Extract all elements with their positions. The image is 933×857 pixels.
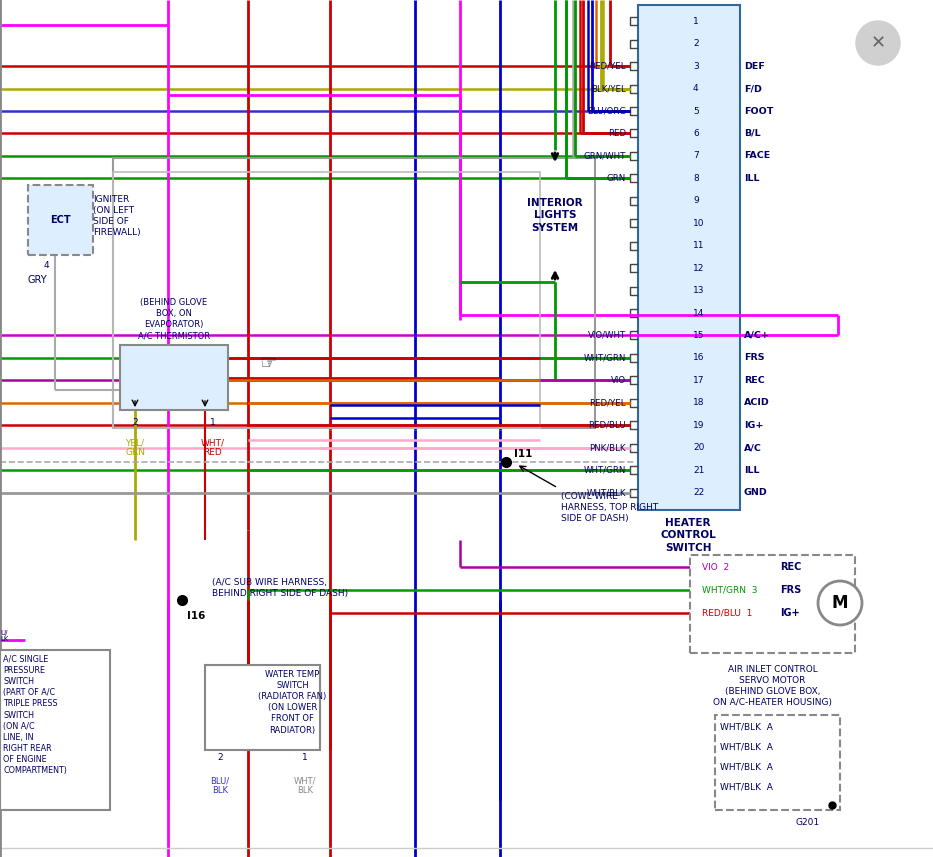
Text: G201: G201 bbox=[795, 818, 819, 827]
Text: ECT: ECT bbox=[50, 215, 71, 225]
Text: 4: 4 bbox=[43, 261, 49, 269]
Circle shape bbox=[856, 21, 900, 65]
Text: BLK/YEL: BLK/YEL bbox=[592, 84, 626, 93]
Text: BLU/ORG: BLU/ORG bbox=[587, 106, 626, 116]
Text: WHT/BLK  A: WHT/BLK A bbox=[720, 722, 773, 732]
Text: 12: 12 bbox=[693, 264, 704, 273]
Text: DEF: DEF bbox=[744, 62, 765, 70]
Text: 18: 18 bbox=[693, 399, 704, 407]
Text: 1: 1 bbox=[693, 17, 699, 26]
Text: RED/YEL: RED/YEL bbox=[590, 62, 626, 70]
Text: BLU/
BLK: BLU/ BLK bbox=[211, 776, 230, 795]
Text: WHT/BLK  A: WHT/BLK A bbox=[720, 742, 773, 752]
Text: INTERIOR
LIGHTS
SYSTEM: INTERIOR LIGHTS SYSTEM bbox=[527, 198, 583, 233]
Text: WHT/BLK  A: WHT/BLK A bbox=[720, 782, 773, 792]
Text: A/C+: A/C+ bbox=[744, 331, 770, 340]
Text: 3: 3 bbox=[693, 62, 699, 70]
Text: 14: 14 bbox=[693, 309, 704, 317]
Text: ✕: ✕ bbox=[870, 34, 885, 52]
Text: ACID: ACID bbox=[744, 399, 770, 407]
Text: IG+: IG+ bbox=[744, 421, 763, 429]
Text: 6: 6 bbox=[693, 129, 699, 138]
Text: RED/BLU: RED/BLU bbox=[588, 421, 626, 429]
Bar bbox=[113, 158, 595, 428]
Text: 11: 11 bbox=[693, 241, 704, 250]
Text: GND: GND bbox=[744, 488, 768, 497]
Text: 2: 2 bbox=[693, 39, 699, 48]
Text: REC: REC bbox=[780, 562, 801, 572]
Text: A/C SINGLE
PRESSURE
SWITCH
(PART OF A/C
TRIPLE PRESS
SWITCH
(ON A/C
LINE, IN
RIG: A/C SINGLE PRESSURE SWITCH (PART OF A/C … bbox=[3, 655, 67, 775]
Text: A/C: A/C bbox=[744, 443, 762, 452]
Text: B/L: B/L bbox=[744, 129, 760, 138]
Text: AIR INLET CONTROL
SERVO MOTOR
(BEHIND GLOVE BOX,
ON A/C-HEATER HOUSING): AIR INLET CONTROL SERVO MOTOR (BEHIND GL… bbox=[713, 665, 832, 707]
Text: U/
LK: U/ LK bbox=[0, 630, 8, 642]
Text: ILL: ILL bbox=[744, 174, 759, 183]
Text: I11: I11 bbox=[514, 449, 533, 459]
Text: FRS: FRS bbox=[780, 585, 801, 595]
Text: 22: 22 bbox=[693, 488, 704, 497]
Text: GRN: GRN bbox=[606, 174, 626, 183]
Text: 10: 10 bbox=[693, 219, 704, 228]
Text: 4: 4 bbox=[693, 84, 699, 93]
Text: WHT/BLK: WHT/BLK bbox=[587, 488, 626, 497]
Text: RED: RED bbox=[608, 129, 626, 138]
Text: 15: 15 bbox=[693, 331, 704, 340]
Text: (A/C SUB WIRE HARNESS,
BEHIND RIGHT SIDE OF DASH): (A/C SUB WIRE HARNESS, BEHIND RIGHT SIDE… bbox=[212, 578, 348, 598]
Text: F/D: F/D bbox=[744, 84, 762, 93]
Text: 7: 7 bbox=[693, 152, 699, 160]
Text: FOOT: FOOT bbox=[744, 106, 773, 116]
Text: FRS: FRS bbox=[744, 353, 764, 363]
Text: RED/YEL: RED/YEL bbox=[590, 399, 626, 407]
Text: YEL/
GRN: YEL/ GRN bbox=[125, 438, 145, 458]
Text: 1: 1 bbox=[302, 753, 308, 762]
Text: 5: 5 bbox=[693, 106, 699, 116]
Text: WHT/GRN: WHT/GRN bbox=[584, 353, 626, 363]
Text: IG+: IG+ bbox=[780, 608, 800, 618]
Text: VIO/WHT: VIO/WHT bbox=[588, 331, 626, 340]
Text: RED/BLU  1: RED/BLU 1 bbox=[702, 608, 752, 618]
Text: WHT/GRN  3: WHT/GRN 3 bbox=[702, 585, 758, 595]
Text: 2: 2 bbox=[132, 417, 138, 427]
Text: FACE: FACE bbox=[744, 152, 771, 160]
Text: IGNITER
(ON LEFT
SIDE OF
FIREWALL): IGNITER (ON LEFT SIDE OF FIREWALL) bbox=[93, 195, 141, 237]
Text: WHT/
RED: WHT/ RED bbox=[201, 438, 225, 458]
Text: I16: I16 bbox=[187, 611, 205, 621]
Text: PNK/BLK: PNK/BLK bbox=[590, 443, 626, 452]
FancyBboxPatch shape bbox=[28, 185, 93, 255]
Text: WATER TEMP
SWITCH
(RADIATOR FAN)
(ON LOWER
FRONT OF
RADIATOR): WATER TEMP SWITCH (RADIATOR FAN) (ON LOW… bbox=[258, 670, 327, 734]
Text: 8: 8 bbox=[693, 174, 699, 183]
FancyBboxPatch shape bbox=[638, 5, 740, 510]
Text: 1: 1 bbox=[210, 417, 216, 427]
Text: 21: 21 bbox=[693, 465, 704, 475]
Text: 9: 9 bbox=[693, 196, 699, 206]
FancyBboxPatch shape bbox=[715, 715, 840, 810]
Text: M: M bbox=[831, 594, 848, 612]
Text: ☞: ☞ bbox=[259, 353, 277, 373]
Text: 20: 20 bbox=[693, 443, 704, 452]
Text: HEATER
CONTROL
SWITCH: HEATER CONTROL SWITCH bbox=[661, 518, 716, 553]
Text: WHT/GRN: WHT/GRN bbox=[584, 465, 626, 475]
Text: (BEHIND GLOVE
BOX, ON
EVAPORATOR)
A/C THERMISTOR: (BEHIND GLOVE BOX, ON EVAPORATOR) A/C TH… bbox=[138, 297, 210, 340]
Bar bbox=[113, 172, 540, 428]
Text: VIO  2: VIO 2 bbox=[702, 562, 729, 572]
Text: REC: REC bbox=[744, 376, 765, 385]
Text: (COWL WIRE
HARNESS, TOP RIGHT
SIDE OF DASH): (COWL WIRE HARNESS, TOP RIGHT SIDE OF DA… bbox=[561, 492, 659, 524]
Text: 16: 16 bbox=[693, 353, 704, 363]
FancyBboxPatch shape bbox=[205, 665, 320, 750]
Text: 17: 17 bbox=[693, 376, 704, 385]
Circle shape bbox=[818, 581, 862, 625]
Text: 19: 19 bbox=[693, 421, 704, 429]
Text: VIO: VIO bbox=[611, 376, 626, 385]
Text: GRN/WHT: GRN/WHT bbox=[584, 152, 626, 160]
Text: GRY: GRY bbox=[28, 275, 48, 285]
FancyBboxPatch shape bbox=[0, 650, 110, 810]
Text: WHT/BLK  A: WHT/BLK A bbox=[720, 763, 773, 771]
Text: ILL: ILL bbox=[744, 465, 759, 475]
FancyBboxPatch shape bbox=[120, 345, 228, 410]
Text: 13: 13 bbox=[693, 286, 704, 295]
Text: WHT/
BLK: WHT/ BLK bbox=[294, 776, 316, 795]
FancyBboxPatch shape bbox=[690, 555, 855, 653]
Text: 2: 2 bbox=[217, 753, 223, 762]
